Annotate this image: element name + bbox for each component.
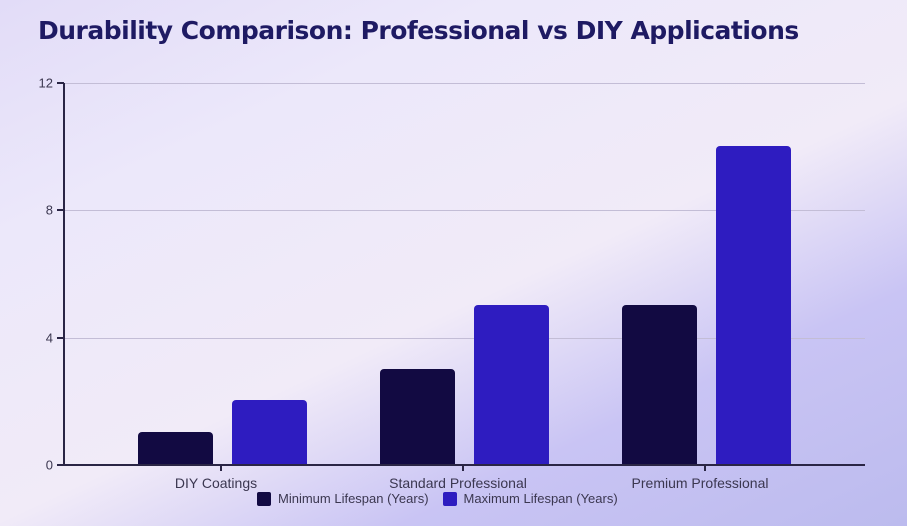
y-tick: [57, 82, 64, 84]
bar: [138, 432, 213, 464]
gridline: [65, 210, 865, 212]
x-tick: [462, 465, 464, 471]
legend-label: Minimum Lifespan (Years): [278, 491, 429, 506]
gridline: [65, 83, 865, 84]
bar: [622, 304, 697, 464]
legend-swatch: [257, 491, 271, 506]
bar: [474, 304, 549, 464]
bar: [380, 368, 455, 464]
y-tick-label: 12: [38, 75, 53, 91]
y-tick: [57, 464, 64, 466]
legend: Minimum Lifespan (Years) Maximum Lifespan…: [257, 491, 632, 506]
x-tick-label: DIY Coatings: [174, 475, 258, 491]
x-tick-label: Premium Professional: [631, 475, 769, 491]
legend-swatch: [442, 491, 457, 506]
plot-area: 0 4 8 12 DIY Coatings Standard Professional Pr…: [39, 76, 865, 491]
y-tick: [57, 209, 64, 212]
legend-label: Maximum Lifespan (Years): [463, 491, 618, 506]
bar: [716, 145, 791, 464]
y-tick-label: 4: [45, 330, 53, 346]
legend-item: Maximum Lifespan (Years): [442, 491, 618, 506]
x-tick: [220, 465, 222, 471]
legend-item: Minimum Lifespan (Years): [257, 491, 429, 506]
y-tick-label: 0: [45, 457, 53, 473]
x-tick: [704, 465, 706, 471]
y-axis: [63, 83, 65, 466]
bar: [232, 400, 307, 464]
x-axis: [63, 464, 865, 466]
x-tick-label: Standard Professional: [389, 475, 527, 491]
y-tick-label: 8: [45, 202, 53, 218]
gridline: [65, 337, 865, 339]
chart-title: Durability Comparison: Professional vs D…: [38, 16, 799, 45]
y-tick: [57, 336, 64, 339]
